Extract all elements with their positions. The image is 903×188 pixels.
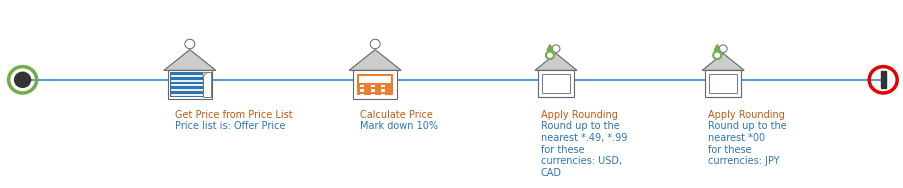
Bar [370, 94, 375, 97]
Bar [202, 72, 210, 97]
Text: Calculate Price: Calculate Price [359, 110, 433, 120]
Bar [359, 85, 364, 87]
Circle shape [719, 45, 726, 52]
Bar [359, 94, 364, 97]
Text: Get Price from Price List: Get Price from Price List [174, 110, 293, 120]
Circle shape [545, 52, 554, 59]
Bar [704, 70, 740, 97]
Text: Round up to the
nearest *.49, *.99
for these
currencies: USD,
CAD: Round up to the nearest *.49, *.99 for t… [540, 121, 627, 178]
Bar [381, 85, 385, 87]
Bar [357, 74, 393, 95]
Text: Apply Rounding: Apply Rounding [707, 110, 784, 120]
Circle shape [184, 39, 195, 49]
Circle shape [552, 45, 559, 52]
Circle shape [369, 39, 380, 49]
Bar [709, 74, 736, 93]
Bar [359, 89, 364, 92]
Bar [542, 74, 569, 93]
Polygon shape [202, 72, 208, 77]
Bar [353, 70, 396, 99]
Bar [168, 70, 211, 99]
Bar [170, 72, 203, 97]
Text: Mark down 10%: Mark down 10% [359, 121, 438, 131]
Bar [880, 71, 885, 88]
Polygon shape [349, 50, 401, 70]
Bar [370, 85, 375, 87]
Text: Round up to the
nearest *00
for these
currencies: JPY: Round up to the nearest *00 for these cu… [707, 121, 787, 166]
Circle shape [14, 72, 31, 87]
Polygon shape [535, 53, 576, 70]
Circle shape [712, 52, 721, 59]
Polygon shape [702, 53, 743, 70]
Bar [537, 70, 573, 97]
Text: Price list is: Offer Price: Price list is: Offer Price [174, 121, 285, 131]
Bar [370, 89, 375, 92]
Bar [358, 76, 391, 83]
Text: Apply Rounding: Apply Rounding [540, 110, 617, 120]
Polygon shape [163, 50, 216, 70]
Bar [381, 89, 385, 92]
Bar [381, 94, 385, 97]
